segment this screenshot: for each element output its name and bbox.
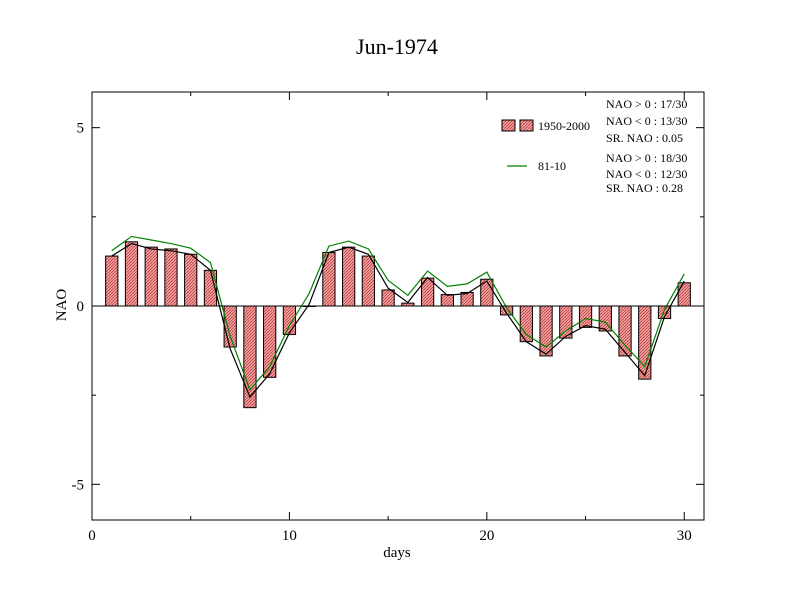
legend-swatch-bar-1 (501, 119, 516, 132)
bar-day-12 (322, 252, 336, 307)
legend-stat-2c: SR. NAO : 0.28 (606, 181, 683, 195)
legend-label-81-10: 81-10 (538, 159, 566, 173)
bar-day-5 (184, 253, 198, 307)
line-series (111, 235, 685, 399)
bar-day-13 (342, 246, 356, 307)
x-tick-label-0: 0 (88, 528, 96, 544)
bar-day-15 (381, 289, 395, 307)
legend-stat-1b: NAO < 0 : 13/30 (606, 114, 687, 128)
legend-label-1950-2000: 1950-2000 (538, 119, 590, 133)
bar-day-23 (539, 305, 553, 357)
x-tick-label-30: 30 (677, 528, 692, 544)
y-tick-label-5: 5 (77, 121, 85, 137)
legend: 1950-2000 NAO > 0 : 17/30 NAO < 0 : 13/3… (501, 97, 687, 195)
legend-stat-1a: NAO > 0 : 17/30 (606, 97, 687, 111)
line-series-black (111, 242, 685, 399)
bar-day-4 (164, 248, 178, 307)
bar-day-2 (124, 241, 139, 307)
legend-swatch-bar-2 (519, 119, 534, 132)
legend-stat-1c: SR. NAO : 0.05 (606, 131, 683, 145)
y-tick-label-0: 0 (77, 299, 85, 315)
bar-day-1 (105, 255, 119, 307)
x-axis-label: days (383, 545, 411, 561)
legend-stat-2a: NAO > 0 : 18/30 (606, 151, 687, 165)
line-series-81-10 (111, 235, 685, 391)
x-tick-label-10: 10 (282, 528, 297, 544)
legend-stat-2b: NAO < 0 : 12/30 (606, 167, 687, 181)
bar-day-27 (618, 305, 632, 357)
bar-day-7 (223, 305, 237, 348)
y-tick-label--5: -5 (72, 477, 85, 493)
chart-title: Jun-1974 (356, 34, 438, 59)
bar-day-18 (440, 294, 454, 307)
bar-day-14 (361, 255, 376, 307)
bar-day-24 (559, 305, 573, 339)
bar-day-10 (282, 305, 297, 336)
bar-day-30 (677, 282, 691, 307)
y-axis-label: NAO (54, 289, 70, 322)
axes: 0 10 20 30 5 0 -5 (72, 91, 705, 544)
bar-day-3 (144, 246, 158, 307)
bar-day-28 (638, 305, 652, 380)
bar-day-25 (578, 305, 593, 328)
x-tick-label-20: 20 (479, 528, 494, 544)
